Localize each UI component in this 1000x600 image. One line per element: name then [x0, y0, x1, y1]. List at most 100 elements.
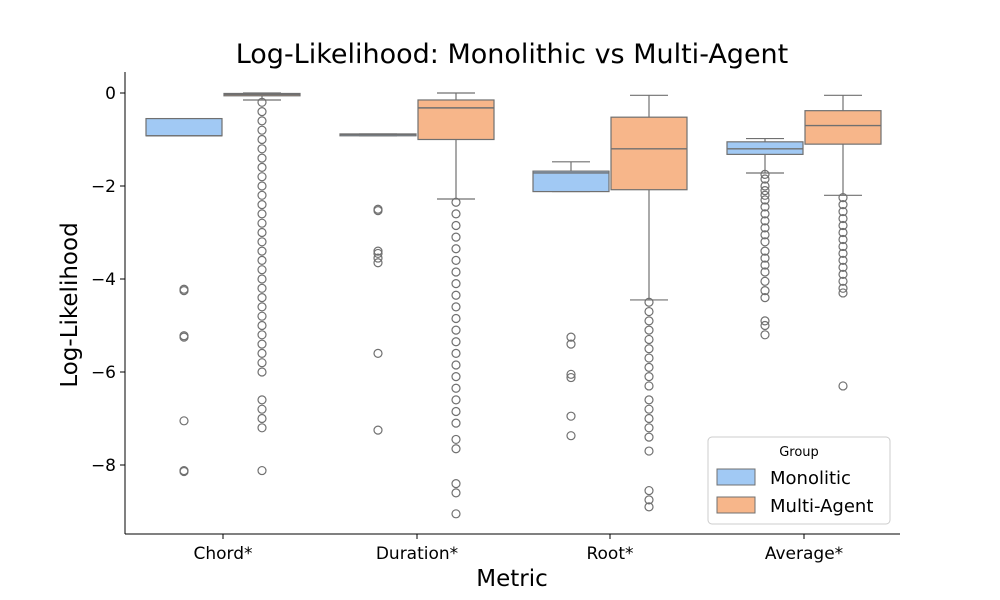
- legend-swatch-multi-agent: [716, 496, 756, 514]
- outlier-point: [838, 234, 848, 245]
- outlier-point: [257, 302, 267, 312]
- outlier-point: [373, 253, 383, 263]
- outlier-point: [257, 134, 267, 145]
- outlier-point: [644, 404, 654, 414]
- outlier-point: [838, 255, 848, 265]
- outlier-point: [760, 253, 770, 263]
- outlier-point: [257, 227, 267, 238]
- outlier-point: [257, 181, 267, 191]
- outlier-point: [760, 209, 770, 219]
- outlier-point: [451, 360, 461, 370]
- outlier-point: [566, 332, 576, 342]
- outlier-point: [644, 432, 654, 442]
- outlier-point: [257, 348, 267, 358]
- outlier-point: [838, 288, 848, 298]
- outlier-point: [451, 372, 461, 382]
- outlier-point: [838, 276, 848, 286]
- outlier-point: [257, 274, 267, 284]
- outlier-point: [373, 206, 383, 216]
- x-tick-label: Root*: [586, 544, 633, 564]
- outlier-point: [838, 206, 848, 217]
- outlier-point: [838, 381, 848, 391]
- outlier-point: [644, 381, 654, 391]
- box: [417, 99, 495, 141]
- outlier-point: [760, 174, 770, 184]
- outlier-point: [451, 509, 461, 519]
- box: [610, 116, 688, 191]
- outlier-point: [451, 406, 461, 417]
- outlier-point: [838, 269, 848, 279]
- outlier-point: [760, 195, 770, 205]
- legend-title: Group: [779, 445, 819, 460]
- outlier-point: [760, 202, 770, 212]
- outlier-point: [257, 209, 267, 219]
- outlier-point: [257, 153, 267, 163]
- outlier-point: [566, 339, 576, 349]
- outlier-point: [257, 106, 267, 117]
- outlier-point: [257, 395, 267, 405]
- outlier-point: [179, 466, 189, 477]
- outlier-point: [257, 190, 267, 200]
- outlier-point: [451, 348, 461, 358]
- outlier-point: [451, 488, 461, 498]
- y-tick-label: −4: [91, 270, 116, 290]
- outlier-point: [451, 383, 461, 393]
- box: [145, 117, 223, 137]
- outlier-point: [373, 246, 383, 256]
- outlier-point: [760, 260, 770, 270]
- outlier-point: [257, 423, 267, 433]
- x-tick-label: Average*: [765, 544, 843, 564]
- outlier-point: [257, 293, 267, 303]
- outlier-point: [451, 279, 461, 289]
- outlier-point: [644, 334, 654, 345]
- outlier-point: [257, 255, 267, 265]
- outlier-point: [257, 358, 267, 368]
- outlier-point: [838, 227, 848, 238]
- outlier-point: [644, 297, 654, 307]
- outlier-point: [257, 465, 267, 476]
- outlier-point: [257, 320, 267, 331]
- outlier-point: [644, 495, 654, 505]
- y-tick-label: 0: [105, 84, 116, 104]
- outlier-point: [644, 423, 654, 433]
- outlier-point: [644, 485, 654, 496]
- outlier-point: [179, 332, 189, 342]
- outlier-point: [451, 337, 461, 347]
- outlier-point: [451, 197, 461, 207]
- outlier-point: [257, 125, 267, 135]
- outlier-point: [451, 255, 461, 265]
- outlier-point: [644, 362, 654, 372]
- outlier-point: [451, 444, 461, 454]
- outlier-point: [451, 209, 461, 219]
- chart-title: Log-Likelihood: Monolithic vs Multi-Agen…: [236, 39, 789, 70]
- outlier-point: [838, 262, 848, 272]
- outlier-point: [566, 431, 576, 441]
- outlier-point: [760, 316, 770, 326]
- outlier-point: [451, 395, 461, 405]
- outlier-point: [644, 316, 654, 326]
- outlier-point: [760, 230, 770, 240]
- outlier-point: [644, 413, 654, 424]
- outlier-point: [257, 218, 267, 228]
- outlier-point: [644, 502, 654, 512]
- outlier-point: [257, 246, 267, 256]
- outlier-point: [451, 302, 461, 312]
- outlier-point: [838, 200, 848, 210]
- outlier-point: [838, 248, 848, 259]
- outlier-point: [760, 276, 770, 286]
- outlier-point: [760, 169, 770, 179]
- outlier-point: [644, 446, 654, 456]
- outlier-point: [451, 434, 461, 445]
- outlier-point: [257, 283, 267, 293]
- outlier-point: [373, 348, 383, 358]
- x-tick-label: Duration*: [376, 544, 458, 564]
- outlier-point: [760, 186, 770, 196]
- outlier-point: [644, 353, 654, 363]
- outlier-point: [760, 246, 770, 256]
- outlier-point: [760, 216, 770, 226]
- outlier-point: [566, 369, 576, 379]
- outlier-point: [760, 267, 770, 277]
- outlier-point: [760, 237, 770, 247]
- outlier-point: [838, 220, 848, 231]
- outlier-point: [644, 395, 654, 405]
